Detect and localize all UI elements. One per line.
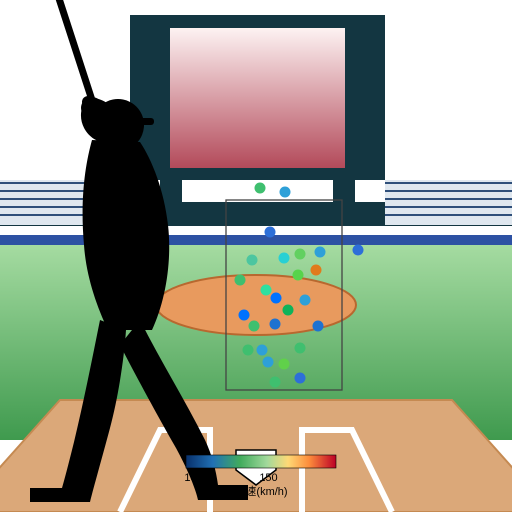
pitch-marker	[311, 265, 322, 276]
pitch-marker	[270, 319, 281, 330]
pitch-marker	[239, 310, 250, 321]
pitch-marker	[295, 249, 306, 260]
pitch-marker	[249, 321, 260, 332]
pitch-marker	[243, 345, 254, 356]
pitch-marker	[295, 343, 306, 354]
pitch-location-chart: 100 150球速(km/h)	[0, 0, 512, 512]
colorbar-axis-label: 球速(km/h)	[234, 484, 287, 498]
pitch-marker	[279, 359, 290, 370]
pitch-marker	[353, 245, 364, 256]
pitch-marker	[247, 255, 258, 266]
pitch-marker	[271, 293, 282, 304]
pitch-marker	[280, 187, 291, 198]
pitch-marker	[235, 275, 246, 286]
pitch-marker	[315, 247, 326, 258]
pitch-marker	[293, 270, 304, 281]
pitch-marker	[279, 253, 290, 264]
pitch-marker	[265, 227, 276, 238]
colorbar-tick-label: 100	[184, 472, 202, 484]
pitch-marker	[261, 285, 272, 296]
pitch-marker	[295, 373, 306, 384]
pitch-marker	[255, 183, 266, 194]
colorbar-tick-label: 150	[259, 472, 277, 484]
pitch-marker	[283, 305, 294, 316]
pitch-marker	[300, 295, 311, 306]
pitch-marker	[313, 321, 324, 332]
pitch-marker	[263, 357, 274, 368]
pitch-marker	[257, 345, 268, 356]
pitch-marker	[270, 377, 281, 388]
